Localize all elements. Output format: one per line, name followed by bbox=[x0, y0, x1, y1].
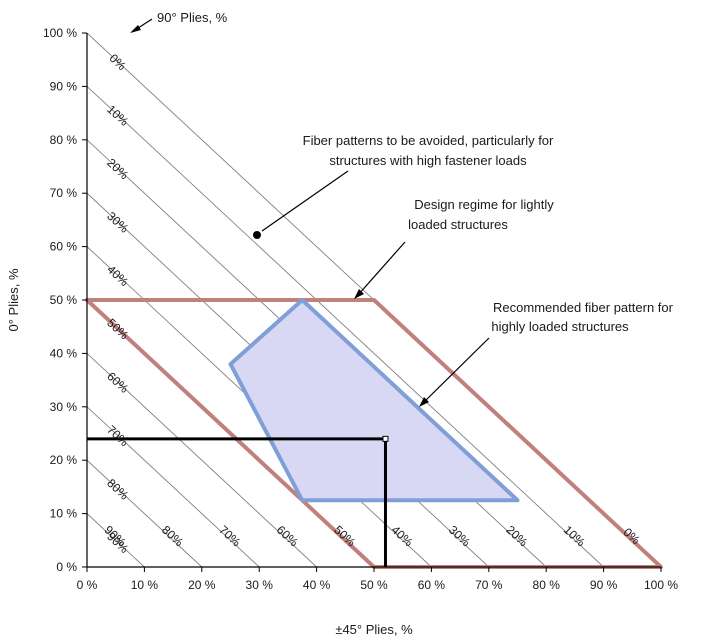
annotations: Fiber patterns to be avoided, particular… bbox=[253, 133, 674, 407]
plies-90-lower-label: 80% bbox=[159, 523, 186, 550]
avoid-annotation-line-2: structures with high fastener loads bbox=[329, 153, 527, 168]
avoid-annotation: Fiber patterns to be avoided, particular… bbox=[253, 133, 554, 239]
plies-90-lower-label: 60% bbox=[274, 523, 301, 550]
light-annotation-arrowhead bbox=[354, 289, 364, 299]
light-annotation-line-1: Design regime for lightly bbox=[414, 197, 554, 212]
y-tick-label: 80 % bbox=[50, 133, 78, 147]
light-annotation-line-2: loaded structures bbox=[408, 217, 508, 232]
y-tick-label: 10 % bbox=[50, 507, 78, 521]
x-tick-label: 70 % bbox=[475, 578, 503, 592]
design-regions bbox=[85, 298, 663, 569]
plies-90-title: 90° Plies, % bbox=[157, 10, 228, 25]
avoid-annotation-line-1: Fiber patterns to be avoided, particular… bbox=[303, 133, 554, 148]
plies-90-lower-label: 20% bbox=[503, 523, 530, 550]
avoid-annotation-arrow bbox=[261, 170, 349, 232]
plies-90-line-70 bbox=[87, 406, 260, 567]
y-tick-label: 50 % bbox=[50, 293, 78, 307]
plies-90-line-10 bbox=[87, 86, 604, 567]
y-axis-ticks: 0 % 10 % 20 % 30 % 40 % 50 % 60 % 70 % 80 % 90 % 1… bbox=[43, 26, 87, 574]
heavy-annotation: Recommended fiber pattern for highly loa… bbox=[419, 300, 674, 407]
y-tick-label: 90 % bbox=[50, 79, 78, 93]
x-tick-label: 100 % bbox=[644, 578, 678, 592]
x-tick-label: 40 % bbox=[303, 578, 331, 592]
plies-90-lower-label: 10% bbox=[561, 523, 588, 550]
x-axis-title: ±45° Plies, % bbox=[335, 622, 413, 637]
heavy-annotation-arrow bbox=[422, 337, 490, 404]
heavy-annotation-arrowhead bbox=[419, 397, 429, 407]
y-tick-label: 0 % bbox=[56, 560, 77, 574]
x-tick-label: 80 % bbox=[533, 578, 561, 592]
heavy-annotation-line-1: Recommended fiber pattern for bbox=[493, 300, 674, 315]
plies-90-line-90 bbox=[87, 513, 145, 567]
x-tick-label: 50 % bbox=[360, 578, 388, 592]
plies-90-lower-label: 40% bbox=[389, 523, 416, 550]
x-tick-label: 90 % bbox=[590, 578, 618, 592]
region-heavy bbox=[228, 298, 520, 503]
y-tick-label: 60 % bbox=[50, 240, 78, 254]
plies-90-lower-label: 0% bbox=[621, 525, 643, 547]
plies-90-axis-label: 90° Plies, % bbox=[130, 10, 228, 33]
x-tick-label: 30 % bbox=[246, 578, 274, 592]
x-tick-label: 0 % bbox=[77, 578, 98, 592]
plies-90-line-80 bbox=[87, 459, 203, 567]
x-tick-label: 60 % bbox=[418, 578, 446, 592]
y-tick-label: 70 % bbox=[50, 186, 78, 200]
y-tick-label: 30 % bbox=[50, 400, 78, 414]
x-tick-label: 20 % bbox=[188, 578, 216, 592]
heavy-annotation-line-2: highly loaded structures bbox=[491, 319, 629, 334]
y-tick-label: 20 % bbox=[50, 453, 78, 467]
avoid-marker bbox=[253, 231, 261, 239]
y-tick-label: 40 % bbox=[50, 346, 78, 360]
plies-90-arrowhead bbox=[130, 25, 141, 33]
y-axis-title: 0° Plies, % bbox=[6, 268, 21, 331]
light-annotation-arrow bbox=[357, 241, 406, 296]
light-annotation: Design regime for lightly loaded structu… bbox=[354, 197, 554, 299]
example-ply-point bbox=[87, 435, 389, 567]
plies-90-lower-label: 50% bbox=[331, 523, 358, 550]
x-tick-label: 10 % bbox=[131, 578, 159, 592]
plies-90-lower-label: 30% bbox=[446, 523, 473, 550]
y-tick-label: 100 % bbox=[43, 26, 77, 40]
plies-90-lower-label: 70% bbox=[216, 523, 243, 550]
example-point-marker bbox=[382, 435, 389, 442]
plies-90-line-60 bbox=[87, 353, 317, 567]
x-axis-ticks: 0 % 10 % 20 % 30 % 40 % 50 % 60 % 70 % 80 % 90 % 1… bbox=[77, 567, 678, 592]
